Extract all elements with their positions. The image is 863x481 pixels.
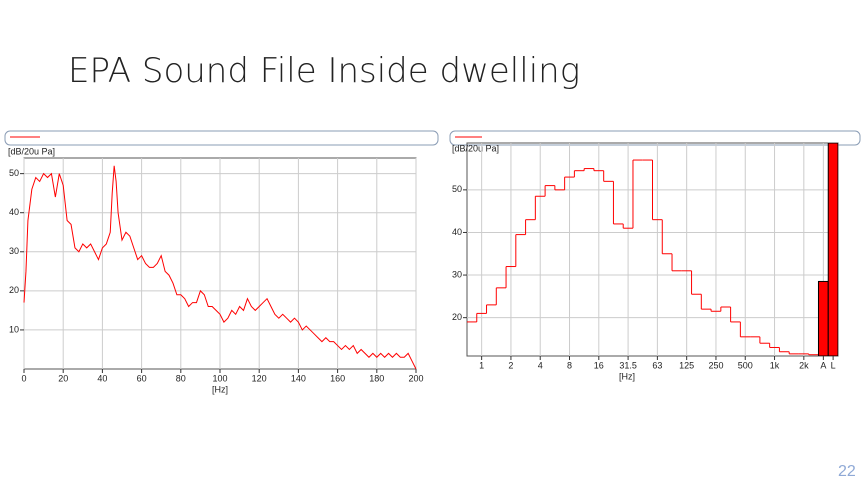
y-tick-label: 50 (452, 184, 462, 194)
legend-bar (449, 130, 861, 146)
x-tick-label: 31.5 (619, 360, 637, 370)
y-tick-label: 10 (9, 324, 19, 334)
x-axis-label: [Hz] (212, 384, 228, 394)
x-tick-label: 8 (567, 360, 572, 370)
x-tick-label: 250 (708, 360, 723, 370)
x-tick-label: 125 (679, 360, 694, 370)
y-tick-label: 20 (452, 312, 462, 322)
legend-bar (4, 130, 439, 146)
y-tick-label: 30 (9, 246, 19, 256)
page-number: 22 (838, 463, 856, 480)
x-tick-label: 500 (738, 360, 753, 370)
y-axis-label: [dB/20u Pa] (8, 146, 55, 156)
data-line (23, 165, 417, 370)
y-tick-label: 50 (9, 168, 19, 178)
x-tick-label: 63 (652, 360, 662, 370)
x-tick-label: L (831, 360, 836, 370)
x-tick-label: 4 (538, 360, 543, 370)
x-tick-label: 40 (97, 373, 107, 383)
x-tick-label: 20 (58, 373, 68, 383)
y-tick-label: 20 (9, 285, 19, 295)
x-axis-label: [Hz] (619, 371, 635, 381)
bar (827, 143, 838, 356)
x-tick-label: 120 (252, 373, 267, 383)
x-tick-label: 60 (137, 373, 147, 383)
x-tick-label: 1k (770, 360, 780, 370)
bar (817, 280, 829, 356)
x-tick-label: 1 (479, 360, 484, 370)
x-tick-label: 80 (176, 373, 186, 383)
y-axis-label: [dB/20u Pa] (452, 143, 499, 153)
x-tick-label: 100 (212, 373, 227, 383)
x-tick-label: 180 (369, 373, 384, 383)
x-tick-label: 2k (799, 360, 809, 370)
x-tick-label: 0 (21, 373, 26, 383)
slide-title: EPA Sound File Inside dwelling (68, 51, 580, 91)
x-tick-label: 16 (594, 360, 604, 370)
y-tick-label: 40 (452, 227, 462, 237)
x-tick-label: A (820, 360, 826, 370)
y-tick-label: 30 (452, 269, 462, 279)
y-tick-label: 40 (9, 207, 19, 217)
x-tick-label: 2 (508, 360, 513, 370)
x-tick-label: 140 (291, 373, 306, 383)
x-tick-label: 160 (330, 373, 345, 383)
x-tick-label: 200 (408, 373, 423, 383)
